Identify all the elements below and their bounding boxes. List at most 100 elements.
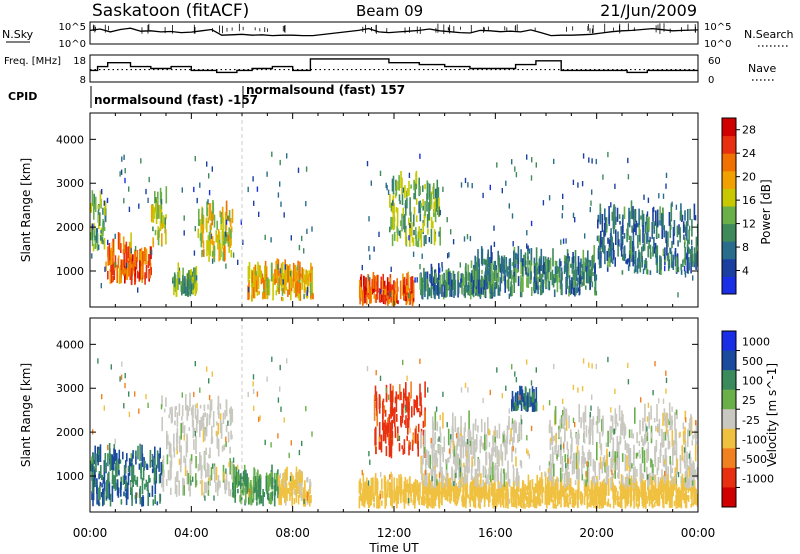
heatmap-cell xyxy=(235,466,237,485)
heatmap-cell xyxy=(424,284,426,297)
heatmap-cell xyxy=(554,266,557,274)
heatmap-cell xyxy=(531,402,534,412)
heatmap-cell xyxy=(242,481,245,489)
heatmap-cell xyxy=(691,463,693,473)
heatmap-cell xyxy=(161,233,163,246)
heatmap-cell xyxy=(569,287,572,295)
heatmap-cell xyxy=(450,492,453,501)
heatmap-cell xyxy=(515,495,518,509)
site-title: Saskatoon (fitACF) xyxy=(92,1,249,21)
heatmap-cell xyxy=(577,182,579,188)
date-label: 21/Jun/2009 xyxy=(600,1,697,20)
heatmap-cell xyxy=(375,370,377,376)
cpid-entry: normalsound (fast) -157 xyxy=(94,93,258,107)
heatmap-cell xyxy=(559,418,562,433)
heatmap-cell xyxy=(398,194,401,202)
heatmap-cell xyxy=(590,405,592,411)
heatmap-cell xyxy=(681,487,683,493)
heatmap-cell xyxy=(529,502,532,507)
heatmap-cell xyxy=(91,190,94,207)
heatmap-cell xyxy=(127,246,130,259)
heatmap-cell xyxy=(227,216,230,221)
heatmap-cell xyxy=(611,451,614,466)
heatmap-cell xyxy=(107,246,109,257)
heatmap-cell xyxy=(501,188,503,194)
heatmap-cell xyxy=(430,441,432,449)
heatmap-cell xyxy=(404,234,407,240)
heatmap-cell xyxy=(506,268,508,277)
heatmap-cell xyxy=(426,278,428,289)
heatmap-cell xyxy=(568,471,570,479)
heatmap-cell xyxy=(681,473,684,488)
heatmap-cell xyxy=(186,436,189,453)
heatmap-cell xyxy=(181,416,183,421)
heatmap-cell xyxy=(511,262,514,267)
heatmap-cell xyxy=(672,477,674,497)
heatmap-cell xyxy=(565,483,568,493)
heatmap-cell xyxy=(563,255,566,264)
heatmap-cell xyxy=(91,458,93,464)
heatmap-cell xyxy=(270,237,272,243)
heatmap-cell xyxy=(549,257,552,270)
heatmap-cell xyxy=(595,158,597,165)
heatmap-cell xyxy=(423,213,426,227)
heatmap-cell xyxy=(473,495,476,508)
heatmap-cell xyxy=(181,187,183,193)
heatmap-cell xyxy=(684,433,686,440)
heatmap-cell xyxy=(434,411,437,431)
heatmap-cell xyxy=(620,226,622,244)
heatmap-cell xyxy=(369,459,371,465)
heatmap-cell xyxy=(503,259,505,272)
heatmap-cell xyxy=(567,262,570,278)
heatmap-cell xyxy=(638,441,641,447)
heatmap-cell xyxy=(195,275,198,281)
heatmap-cell xyxy=(611,415,614,433)
heatmap-cell xyxy=(471,456,473,467)
noise-sky-series-line xyxy=(89,27,699,37)
heatmap-cell xyxy=(646,221,648,227)
heatmap-cell xyxy=(176,412,179,428)
heatmap-cell xyxy=(482,397,484,404)
heatmap-cell xyxy=(618,405,621,421)
heatmap-cell xyxy=(657,457,660,471)
heatmap-cell xyxy=(654,361,656,367)
heatmap-cell xyxy=(677,471,680,478)
heatmap-cell xyxy=(534,265,536,282)
heatmap-cell xyxy=(308,270,310,277)
heatmap-cell xyxy=(574,217,576,223)
heatmap-cell xyxy=(685,417,687,423)
heatmap-cell xyxy=(641,255,643,268)
heatmap-cell xyxy=(378,436,380,442)
heatmap-cell xyxy=(487,417,489,434)
heatmap-cell xyxy=(663,496,665,509)
heatmap-cell xyxy=(501,451,504,467)
heatmap-cell xyxy=(596,504,599,509)
heatmap-cell xyxy=(485,488,488,500)
heatmap-cell xyxy=(464,177,467,184)
heatmap-cell xyxy=(419,153,421,159)
heatmap-cell xyxy=(378,436,381,450)
heatmap-cell xyxy=(225,234,228,242)
heatmap-cell xyxy=(261,273,264,284)
heatmap-cell xyxy=(576,445,579,456)
heatmap-cell xyxy=(437,490,440,501)
heatmap-cell xyxy=(632,206,634,220)
heatmap-cell xyxy=(474,418,477,429)
heatmap-cell xyxy=(277,484,279,499)
heatmap-cell xyxy=(263,492,266,497)
heatmap-cell xyxy=(443,476,445,481)
heatmap-cell xyxy=(362,499,365,506)
heatmap-cell xyxy=(213,495,215,501)
heatmap-cell xyxy=(150,454,153,460)
heatmap-cell xyxy=(260,270,262,280)
heatmap-cell xyxy=(628,469,631,488)
heatmap-cell xyxy=(161,478,164,482)
heatmap-cell xyxy=(280,279,283,291)
heatmap-cell xyxy=(406,479,408,493)
heatmap-cell xyxy=(600,230,602,248)
heatmap-cell xyxy=(576,266,579,272)
heatmap-cell xyxy=(213,214,216,228)
heatmap-cell xyxy=(547,477,550,495)
heatmap-cell xyxy=(615,229,617,245)
heatmap-cell xyxy=(615,413,618,425)
